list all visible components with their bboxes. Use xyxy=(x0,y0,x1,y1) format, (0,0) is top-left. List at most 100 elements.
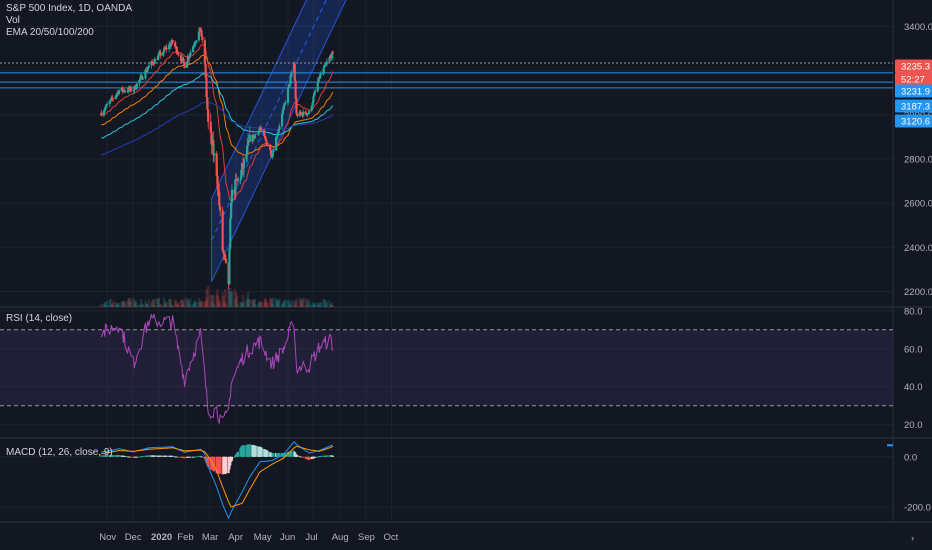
volume-bar xyxy=(269,299,273,307)
candle-body xyxy=(228,248,231,285)
candle-body xyxy=(264,138,268,142)
macd-histogram-bar xyxy=(266,450,269,457)
candle-body xyxy=(229,218,232,249)
volume-bar xyxy=(257,301,261,307)
candle-body xyxy=(269,145,272,151)
candle xyxy=(129,85,133,93)
candle xyxy=(272,147,275,153)
candle-body xyxy=(281,109,284,114)
candle-body xyxy=(126,91,129,92)
volume-bar xyxy=(313,302,317,307)
volume-bar xyxy=(180,300,184,307)
volume-bar xyxy=(236,303,240,307)
scroll-right-icon[interactable]: › xyxy=(911,533,914,544)
candle xyxy=(111,94,114,102)
candle-body xyxy=(218,191,221,206)
candle-body xyxy=(257,132,260,135)
candle xyxy=(118,89,121,95)
macd-histogram-bar xyxy=(224,456,228,474)
candle xyxy=(304,110,307,115)
volume-bar xyxy=(313,303,316,307)
volume-bar xyxy=(271,303,274,307)
volume-bar xyxy=(121,300,124,307)
ema-label[interactable]: EMA 20/50/100/200 xyxy=(6,27,94,38)
candle xyxy=(248,125,251,143)
volume-bar xyxy=(115,303,118,307)
candle xyxy=(121,85,124,95)
price-tag-text: 3120.6 xyxy=(901,116,930,127)
candle-body xyxy=(100,112,103,116)
macd-histogram-bar xyxy=(248,444,251,457)
candle-body xyxy=(287,84,290,88)
candle xyxy=(296,111,299,118)
candle xyxy=(299,109,302,116)
macd-label[interactable]: MACD (12, 26, close, 9) xyxy=(6,447,113,458)
macd-histogram-bar xyxy=(100,455,103,457)
channel-band xyxy=(211,0,347,282)
volume-bar xyxy=(240,302,243,307)
candle-body xyxy=(175,47,178,54)
time-tick-label: Dec xyxy=(125,532,142,543)
candle xyxy=(230,184,234,210)
candle-body xyxy=(271,151,274,157)
macd-histogram-bar xyxy=(296,455,299,457)
candle-body xyxy=(140,75,144,80)
macd-histogram-bar xyxy=(147,455,150,457)
candle-body xyxy=(176,53,179,54)
candle-body xyxy=(304,111,307,115)
price-tag-text: 52:27 xyxy=(901,74,925,85)
candle-body xyxy=(328,57,331,62)
candle xyxy=(109,98,112,103)
candle xyxy=(135,83,139,90)
candle-body xyxy=(123,91,127,92)
time-tick-label: Oct xyxy=(383,532,398,543)
candle-body xyxy=(234,179,237,195)
candle-body xyxy=(199,27,202,30)
rsi-tick-label: 40.0 xyxy=(904,382,923,393)
candle xyxy=(147,62,150,68)
volume-bar xyxy=(228,291,231,307)
symbol-label[interactable]: S&P 500 Index, 1D, OANDA xyxy=(6,3,132,14)
candle xyxy=(213,144,216,163)
macd-histogram-bar xyxy=(189,456,192,458)
volume-bar xyxy=(302,298,305,307)
volume-bar xyxy=(293,305,296,307)
macd-tick-label: 0.0 xyxy=(904,452,917,463)
candle-body xyxy=(102,111,105,116)
volume-bar xyxy=(186,300,190,307)
price-tag-text: 3187.3 xyxy=(901,101,930,112)
ema-lines xyxy=(101,43,334,202)
candle-body xyxy=(174,42,177,47)
candle-body xyxy=(248,134,251,142)
candle xyxy=(162,51,165,58)
candle-body xyxy=(123,90,126,92)
candle-body xyxy=(151,62,155,64)
candle xyxy=(228,247,231,286)
candle-body xyxy=(207,109,210,122)
price-tag-bg xyxy=(895,114,932,128)
price-tick-label: 2800.0 xyxy=(904,155,932,166)
volume-bar xyxy=(106,301,109,307)
price-legend: S&P 500 Index, 1D, OANDA Vol EMA 20/50/1… xyxy=(6,3,132,39)
volume-bar xyxy=(310,304,313,307)
candle xyxy=(266,144,269,147)
rsi-label[interactable]: RSI (14, close) xyxy=(6,313,73,324)
candle-body xyxy=(319,74,322,79)
candle-body xyxy=(276,132,279,137)
macd-histogram-bar xyxy=(284,452,287,457)
candle xyxy=(269,145,272,151)
macd-tick-label: -200.0 xyxy=(904,502,931,513)
candle-body xyxy=(288,84,291,86)
candle-body xyxy=(195,40,198,43)
candle xyxy=(254,133,257,136)
candle-body xyxy=(146,69,149,72)
volume-bar xyxy=(294,301,297,307)
volume-label[interactable]: Vol xyxy=(6,15,20,26)
price-tick-label: 2200.0 xyxy=(904,287,932,298)
volume-bar xyxy=(210,301,213,307)
candle xyxy=(229,212,232,250)
volume-bar xyxy=(242,301,246,307)
volume-bar xyxy=(223,301,226,307)
volume-bar xyxy=(289,303,292,307)
